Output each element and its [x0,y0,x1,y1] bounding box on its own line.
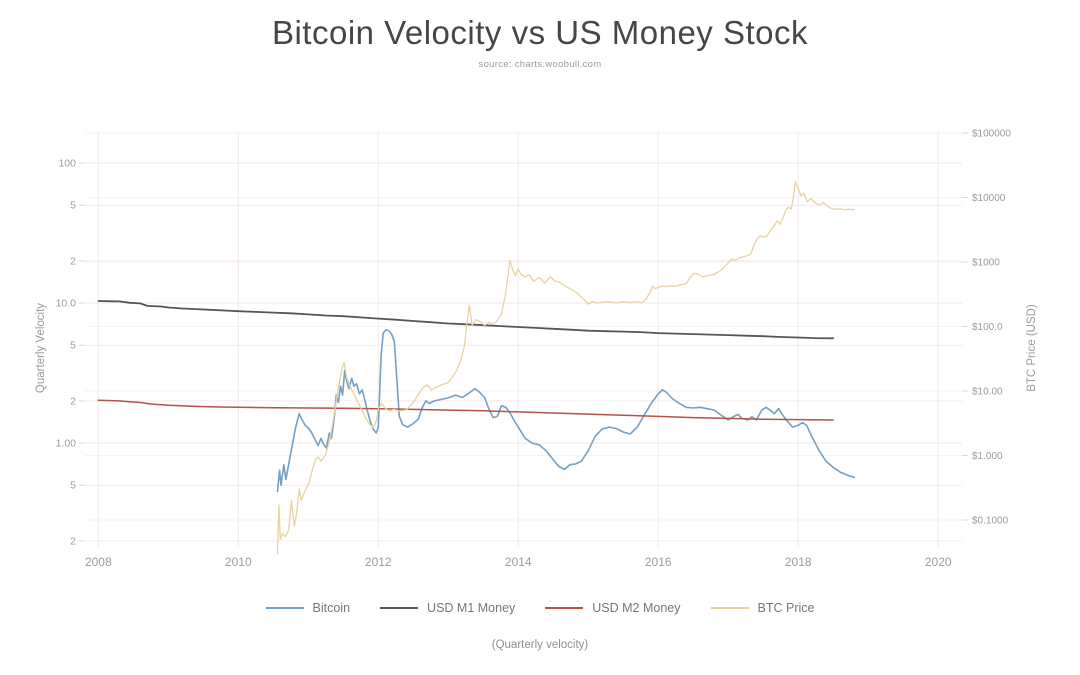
right-axis-tick-label: $10.00 [972,386,1003,397]
chart-caption: (Quarterly velocity) [491,639,589,651]
x-axis-tick-label: 2012 [365,555,392,569]
x-axis-tick-label: 2020 [925,555,952,569]
x-axis-tick-label: 2008 [85,555,112,569]
legend-swatch-usd-m2-money [545,607,584,609]
series-line-btc-price [276,181,855,555]
right-axis-tick-label: $10000 [972,193,1006,204]
left-axis-tick-label: 1.00 [56,438,77,450]
right-axis-tick-label: $100.0 [972,322,1003,333]
legend-item-usd-m1-money[interactable]: USD M1 Money [380,601,515,615]
legend-swatch-usd-m1-money [380,607,419,609]
left-axis-tick-label: 10.0 [56,298,77,310]
legend-label: USD M2 Money [592,601,681,615]
x-axis-tick-label: 2014 [505,555,532,569]
legend-item-bitcoin[interactable]: Bitcoin [265,601,351,615]
series-line-bitcoin [276,328,855,493]
left-axis-tick-label: 100 [58,158,76,170]
legend-swatch-bitcoin [265,607,304,609]
left-axis-tick-label: 5 [70,340,76,352]
chart-title: Bitcoin Velocity vs US Money Stock [271,14,809,51]
legend-label: Bitcoin [312,601,351,615]
legend-swatch-btc-price [710,607,749,609]
left-axis-tick-label: 2 [70,255,76,267]
chart-header: Bitcoin Velocity vs US Money Stock sourc… [0,14,1080,70]
x-axis-tick-label: 2016 [645,555,672,569]
x-axis-tick-label: 2010 [225,555,252,569]
right-axis-tick-label: $1000 [972,257,1000,268]
left-axis-tick-label: 2 [70,535,76,547]
chart-source-subtitle: source: charts.woobull.com [478,59,602,70]
right-axis-tick-label: $0.1000 [972,515,1009,526]
x-axis-tick-label: 2018 [785,555,812,569]
left-axis-tick-label: 2 [70,395,76,407]
left-axis-tick-label: 5 [70,200,76,212]
series-line-usd-m1-money [97,300,835,340]
legend-item-btc-price[interactable]: BTC Price [710,601,815,615]
right-axis-tick-label: $1.000 [972,451,1003,462]
legend-label: USD M1 Money [427,601,516,615]
right-axis-tick-label: $100000 [972,128,1011,139]
chart-legend: Bitcoin USD M1 Money USD M2 Money BTC Price [0,601,1080,615]
left-axis-tick-label: 5 [70,480,76,492]
legend-label: BTC Price [757,601,815,615]
legend-item-usd-m2-money[interactable]: USD M2 Money [545,601,681,615]
